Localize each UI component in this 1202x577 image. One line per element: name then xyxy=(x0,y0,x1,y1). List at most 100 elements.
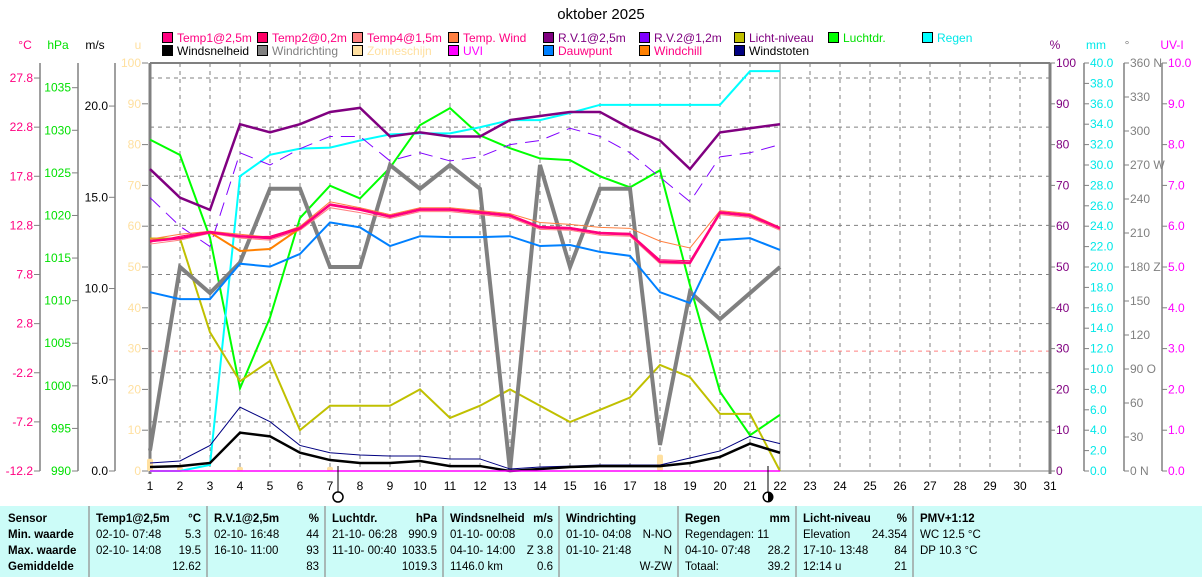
series-line-dauwpunt xyxy=(149,221,781,305)
table-row: Windrichting xyxy=(566,511,672,527)
table-row: Regendagen: 11 xyxy=(685,527,790,543)
axis-tick-label-hpa: 1000 xyxy=(44,379,71,393)
table-row: 12.62 xyxy=(96,559,201,575)
table-column: Windsnelheid m/s 01-10- 00:08 0.0 04-10- 14:… xyxy=(442,506,558,577)
legend-label: Windchill xyxy=(654,43,703,58)
axis-unit-label-temp: °C xyxy=(18,38,32,52)
legend-item: Windrichting xyxy=(257,44,338,58)
table-row: 01-10- 04:08 N-NO xyxy=(566,527,672,543)
axis-tick-label-hpa: 1020 xyxy=(44,208,71,222)
legend-item: Windstoten xyxy=(734,43,810,58)
legend-swatch-icon xyxy=(543,32,554,43)
legend-item: Regen xyxy=(922,31,972,45)
axis-tick-label-deg: 300 xyxy=(1130,124,1150,138)
table-cell-value: 990.9 xyxy=(408,529,437,541)
table-cell-label: Regen xyxy=(685,513,721,525)
x-tick-label: 6 xyxy=(297,479,304,493)
legend-label: Luchtdr. xyxy=(843,30,886,45)
table-row: Max. waarde xyxy=(8,543,83,559)
x-tick-label: 8 xyxy=(357,479,364,493)
axis-tick-label-u: 20 xyxy=(128,382,142,396)
axis-tick-label-ms: 20.0 xyxy=(85,99,109,113)
x-tick-label: 11 xyxy=(444,479,457,493)
table-row: 02-10- 16:48 44 xyxy=(214,527,319,543)
axis-tick-label-uv: 4.0 xyxy=(1168,301,1185,315)
series-line-windstoten xyxy=(149,406,781,470)
axis-tick-label-temp: -12.2 xyxy=(6,464,34,478)
axis-tick-label-uv: 9.0 xyxy=(1168,97,1185,111)
axis-tick-label-uv: 6.0 xyxy=(1168,219,1185,233)
axis-tick-label-pct: 60 xyxy=(1056,219,1070,233)
axis-tick-label-uv: 3.0 xyxy=(1168,342,1185,356)
table-cell-label: 11-10- 00:40 xyxy=(332,545,397,557)
table-row: 83 xyxy=(214,559,319,575)
legend-swatch-icon xyxy=(734,45,745,56)
axis-tick-label-temp: 2.8 xyxy=(16,317,33,331)
table-cell-value: 84 xyxy=(894,545,907,557)
table-cell-value: 24.354 xyxy=(871,529,907,541)
table-cell-value: % xyxy=(896,513,907,525)
legend-label: UVI xyxy=(463,43,484,58)
x-tick-label: 5 xyxy=(267,479,274,493)
table-column: Sensor Min. waarde Max. waarde Gemiddelde xyxy=(0,506,88,577)
table-row: WC 12.5 °C xyxy=(920,527,1197,543)
axis-tick-label-mm: 26.0 xyxy=(1090,199,1114,213)
legend-item: Licht-niveau xyxy=(734,31,814,45)
axis-tick-label-deg: 180 Z xyxy=(1130,260,1161,274)
series-line-windsnelheid xyxy=(149,431,781,473)
axis-tick-label-pct: 0 xyxy=(1056,464,1063,478)
legend-item: R.V.1@2,5m xyxy=(543,31,626,45)
axis-tick-label-u: 30 xyxy=(128,342,142,356)
x-tick-label: 15 xyxy=(563,479,577,493)
legend-label: Windstoten xyxy=(749,43,810,58)
axis-tick-label-mm: 6.0 xyxy=(1090,403,1107,417)
x-tick-label: 3 xyxy=(207,479,214,493)
table-cell-value: 21 xyxy=(894,561,907,573)
table-cell-value: 28.2 xyxy=(767,545,790,557)
axis-tick-label-u: 40 xyxy=(128,301,142,315)
x-tick-label: 19 xyxy=(683,479,697,493)
table-row: Licht-niveau% xyxy=(803,511,907,527)
x-tick-label: 1 xyxy=(147,479,154,493)
axis-tick-label-deg: 90 O xyxy=(1130,362,1156,376)
axis-tick-label-deg: 150 xyxy=(1130,294,1150,308)
table-row: DP 10.3 °C xyxy=(920,543,1197,559)
x-tick-label: 30 xyxy=(1013,479,1027,493)
axis-tick-label-u: 50 xyxy=(128,260,142,274)
axis-tick-label-hpa: 1010 xyxy=(44,294,71,308)
table-column: Temp1@2,5m °C 02-10- 07:48 5.3 02-10- 14:08 1… xyxy=(88,506,206,577)
axis-tick-label-mm: 12.0 xyxy=(1090,342,1114,356)
table-row: 12:14 u 21 xyxy=(803,559,907,575)
table-row: Windsnelheid m/s xyxy=(450,511,553,527)
axis-tick-label-u: 100 xyxy=(121,56,141,70)
axis-tick-label-deg: 330 xyxy=(1130,90,1150,104)
table-row: Temp1@2,5m °C xyxy=(96,511,201,527)
legend-item: Temp4@1,5m xyxy=(352,30,442,45)
series-line-temp1-2-5m xyxy=(149,203,781,264)
series-line-licht-niveau xyxy=(150,237,781,472)
bar-zonneschijn xyxy=(657,454,663,471)
legend-label: Temp1@2,5m xyxy=(177,30,252,45)
series-line-temp4-1-5m xyxy=(149,207,781,265)
axis-tick-label-mm: 28.0 xyxy=(1090,178,1114,192)
table-row xyxy=(920,559,1197,575)
table-cell-value: 0.6 xyxy=(537,561,553,573)
axis-tick-label-hpa: 1015 xyxy=(44,251,71,265)
table-cell-value: m/s xyxy=(533,513,553,525)
axis-tick-label-mm: 18.0 xyxy=(1090,280,1114,294)
series-line-r-v-2-1-2m xyxy=(149,127,781,248)
axis-tick-label-hpa: 995 xyxy=(51,421,71,435)
axis-tick-label-mm: 34.0 xyxy=(1090,117,1114,131)
legend-label: Temp4@1,5m xyxy=(367,30,442,45)
x-tick-label: 12 xyxy=(473,479,487,493)
chart: °C 27.8 22.8 17.8 12.8 7.8 2.8 -2.2 -7.2 -12.2 hPa… xyxy=(6,38,1192,503)
x-tick-label: 17 xyxy=(623,479,637,493)
x-tick-label: 26 xyxy=(893,479,907,493)
legend-label: Dauwpunt xyxy=(558,43,613,58)
legend-swatch-icon xyxy=(352,45,363,56)
axis-tick-label-pct: 80 xyxy=(1056,138,1070,152)
axis-tick-label-mm: 36.0 xyxy=(1090,97,1114,111)
x-tick-label: 31 xyxy=(1043,479,1057,493)
legend-item: Zonneschijn xyxy=(352,44,432,58)
table-row: Luchtdr. hPa xyxy=(332,511,437,527)
